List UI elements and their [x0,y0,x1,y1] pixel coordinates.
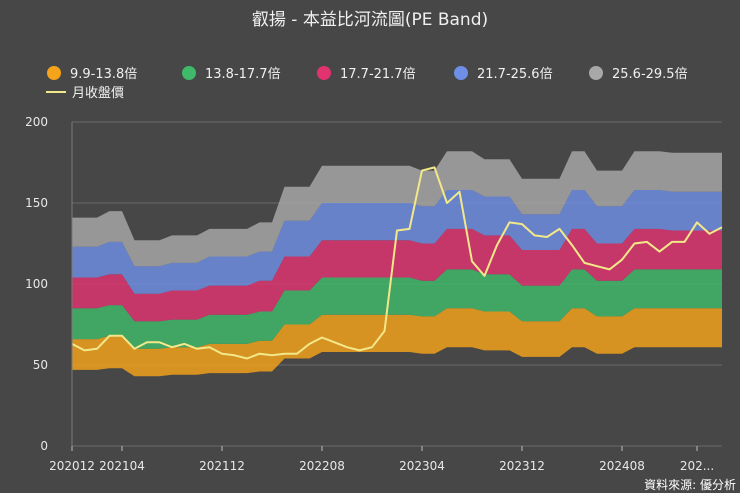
legend-label: 13.8-17.7倍 [205,67,281,82]
y-tick-label: 50 [33,358,48,372]
legend-marker-icon [182,66,196,80]
x-tick-label: 202012 [49,459,95,473]
legend-item-band-3[interactable]: 17.7-21.7倍 [317,66,416,82]
x-tick-label: 202408 [599,459,645,473]
legend-label: 月收盤價 [72,86,124,101]
pe-band-3 [72,228,722,322]
source-credit: 資料來源: 優分析 [644,478,736,492]
x-tick-label: 202304 [399,459,445,473]
legend-label: 17.7-21.7倍 [340,67,416,82]
legend-marker-icon [317,66,331,80]
legend-item-band-4[interactable]: 21.7-25.6倍 [454,66,553,82]
pe-band-1 [72,308,722,377]
y-tick-label: 200 [25,115,48,129]
y-tick-label: 0 [40,439,48,453]
legend-label: 9.9-13.8倍 [70,67,137,82]
legend-label: 25.6-29.5倍 [612,67,688,82]
axes: 0 50 100 150 200 202012 202104 202112 202208 2023… [25,115,714,473]
legend-marker-icon [454,66,468,80]
x-tick-label: 202312 [499,459,545,473]
x-tick-label: 202104 [99,459,145,473]
y-tick-label: 100 [25,277,48,291]
legend-item-price[interactable]: 月收盤價 [46,86,124,101]
legend: 9.9-13.8倍 13.8-17.7倍 17.7-21.7倍 21.7-25.6倍 2… [46,66,688,101]
legend-item-band-1[interactable]: 9.9-13.8倍 [47,66,137,82]
x-tick-label: 202112 [199,459,245,473]
pe-band-5 [72,151,722,267]
x-tick-label: 202208 [299,459,345,473]
x-tick-label: 202... [680,459,714,473]
monthly-close-line [71,166,723,360]
pe-band-4 [72,190,722,294]
price-line-layer [71,166,723,360]
pe-bands [72,151,722,377]
y-tick-label: 150 [25,196,48,210]
pe-band-2 [72,269,722,349]
legend-item-band-5[interactable]: 25.6-29.5倍 [589,66,688,82]
legend-marker-icon [47,66,61,80]
legend-item-band-2[interactable]: 13.8-17.7倍 [182,66,281,82]
legend-marker-icon [589,66,603,80]
legend-label: 21.7-25.6倍 [477,67,553,82]
chart-title: 叡揚 - 本益比河流圖(PE Band) [252,10,488,30]
